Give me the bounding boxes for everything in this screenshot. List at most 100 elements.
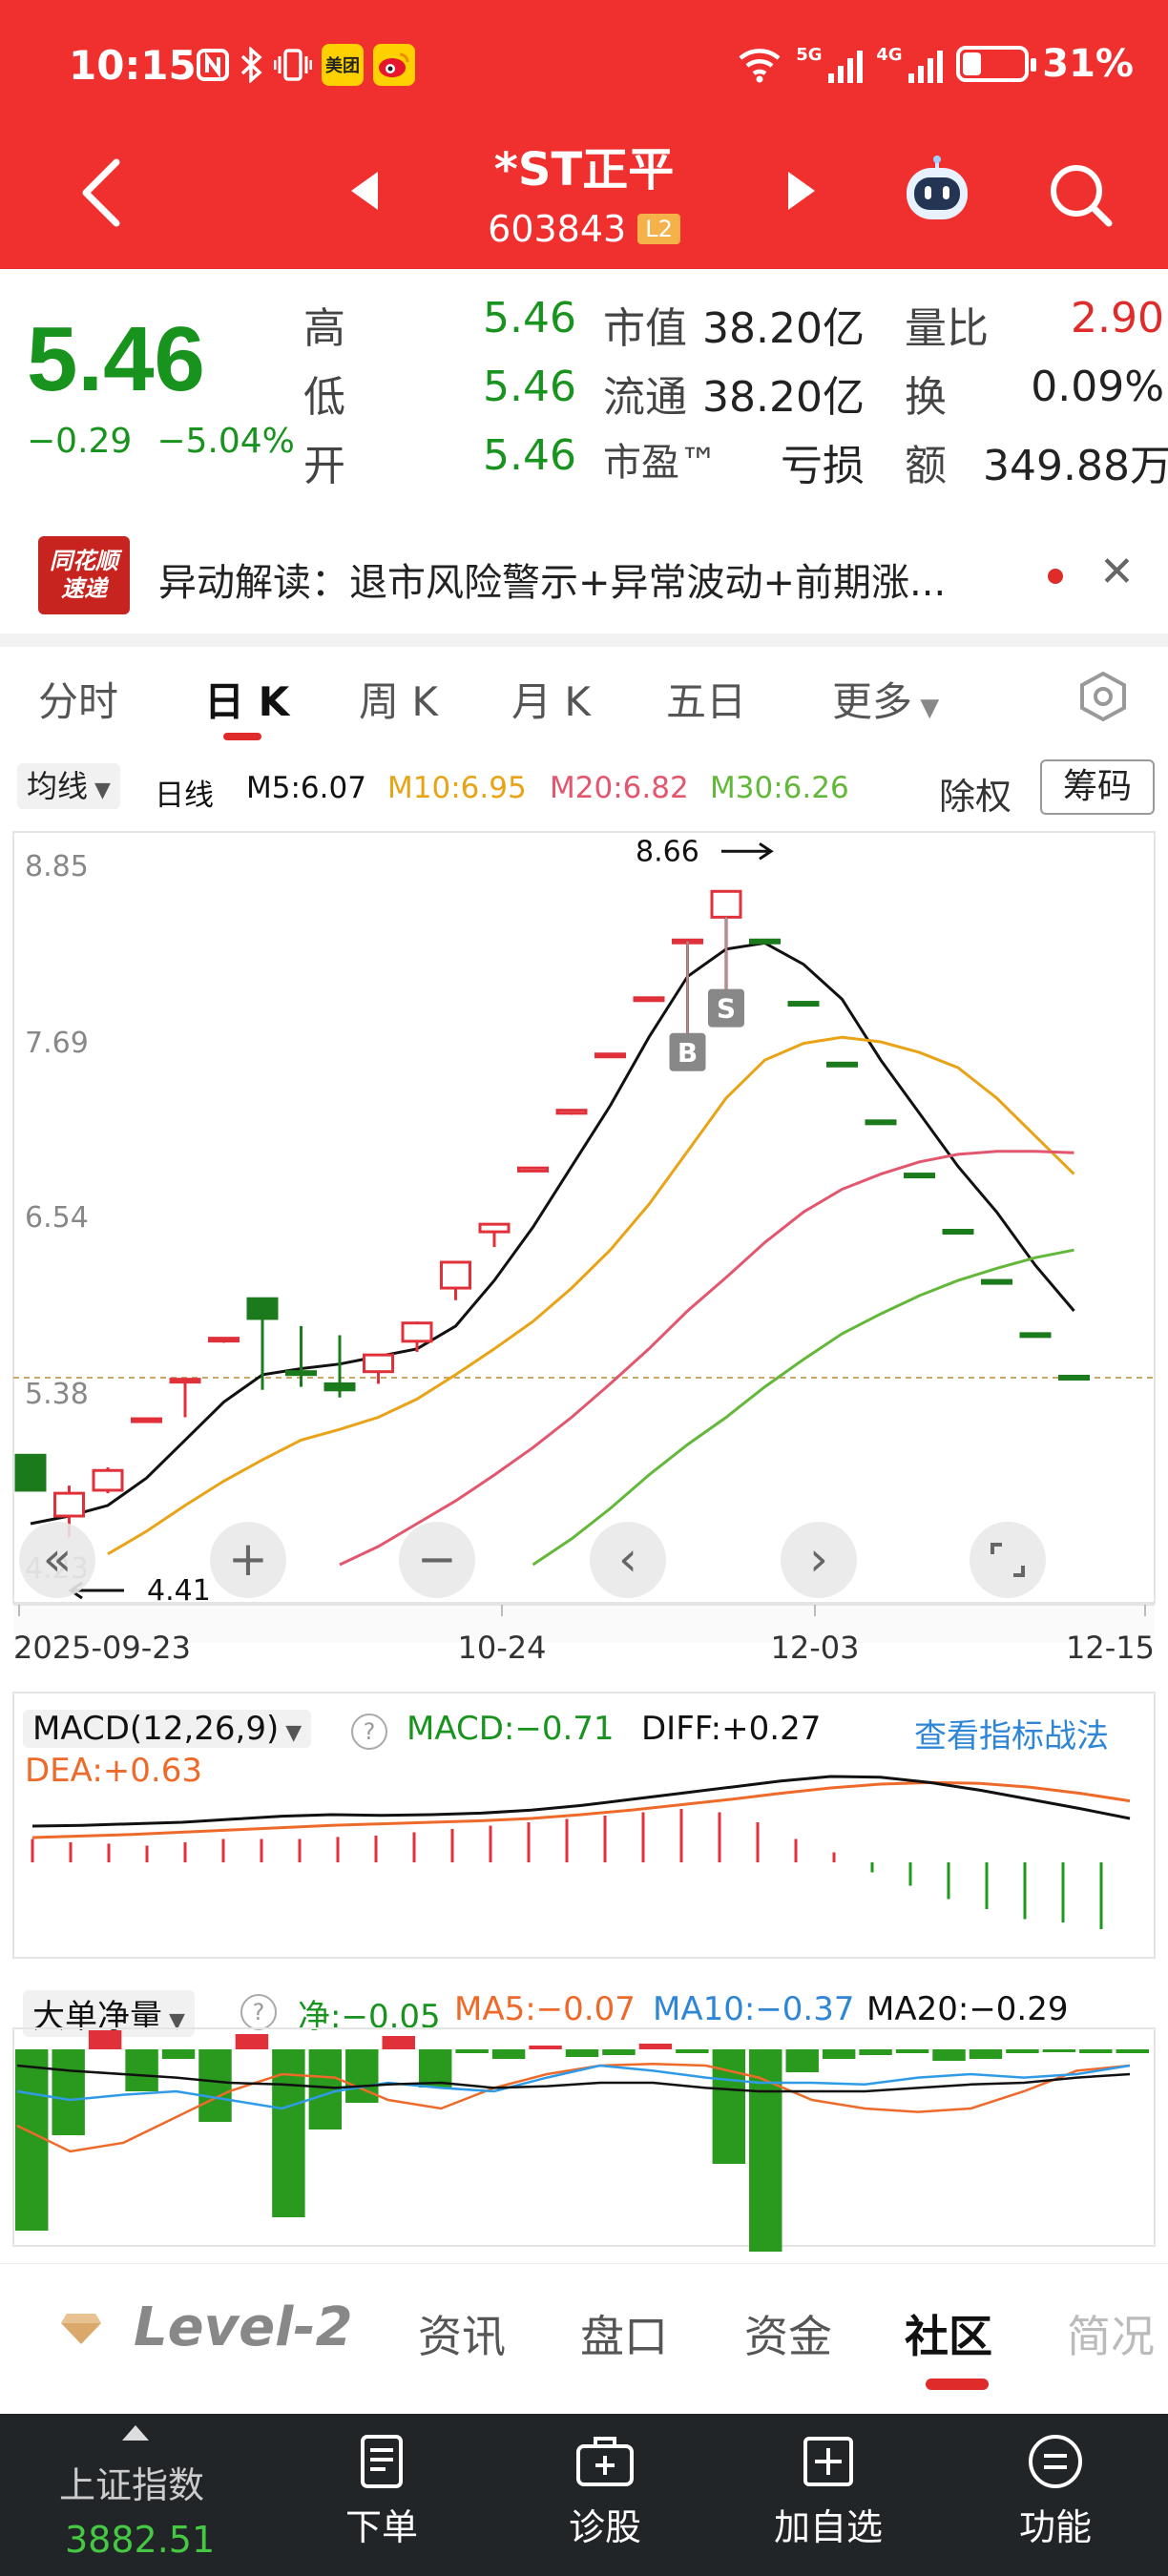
index-name[interactable]: 上证指数 — [59, 2464, 205, 2506]
vibrate-icon — [274, 46, 312, 84]
big-order-bar — [308, 2049, 343, 2129]
close-icon[interactable]: ✕ — [1099, 548, 1135, 596]
functions-button[interactable]: 功能 — [989, 2433, 1122, 2550]
high-arrow — [721, 842, 774, 861]
previous-stock-button[interactable] — [351, 172, 378, 210]
tab-intraday[interactable]: 分时 — [38, 678, 119, 725]
place-order-button[interactable]: 下单 — [315, 2433, 448, 2550]
tab-overview[interactable]: 简况 — [1067, 2311, 1155, 2362]
news-strip[interactable]: 同花顺 速递 异动解读：退市风险警示+异常波动+前期涨... ✕ — [0, 523, 1168, 626]
candle-body — [53, 1491, 85, 1518]
ma-line-m30 — [532, 1248, 1074, 1567]
macd-frame — [12, 1692, 1156, 1959]
tab-daily-k[interactable]: 日 K — [204, 678, 290, 725]
indicator-strategy-link[interactable]: 查看指标战法 — [914, 1717, 1109, 1755]
section-divider — [0, 634, 1168, 647]
tab-more[interactable]: 更多 ▼ — [832, 670, 939, 728]
big-order-bar — [235, 2034, 269, 2049]
macd-value: MACD:−0.71 — [407, 1710, 615, 1748]
status-right-icons: 5G 4G 31% — [737, 42, 1134, 86]
bottom-action-bar: 上证指数 3882.51 下单 诊股 加自选 功能 — [0, 2414, 1168, 2576]
big-order-bar — [565, 2049, 599, 2057]
news-text[interactable]: 异动解读：退市风险警示+异常波动+前期涨... — [158, 561, 947, 605]
candle-body — [285, 1370, 317, 1377]
candle-body — [246, 1297, 279, 1320]
candle-body — [904, 1173, 935, 1179]
active-tab-indicator — [926, 2379, 989, 2390]
ex-rights-toggle[interactable]: 除权 — [939, 776, 1012, 818]
fullscreen-button[interactable] — [970, 1522, 1046, 1598]
x-axis-band — [13, 1605, 1155, 1643]
control-button-bg — [19, 1522, 95, 1598]
tonghuashun-express-logo: 同花顺 速递 — [38, 536, 130, 614]
quote-label: 换 — [905, 373, 947, 422]
candle-body — [517, 1166, 549, 1173]
big-order-bar — [491, 2049, 526, 2059]
stock-code: 603843 — [488, 208, 627, 250]
ma-select-dropdown[interactable]: 均线 ▼ — [17, 763, 120, 809]
macd-indicator-select[interactable]: MACD(12,26,9) ▼ — [23, 1710, 312, 1748]
big-order-ma10: MA10:−0.37 — [653, 1990, 855, 2028]
scroll-left-button[interactable]: ‹ — [590, 1522, 666, 1598]
control-glyph: › — [809, 1531, 828, 1587]
candle-body — [401, 1321, 433, 1343]
expand-up-icon[interactable] — [122, 2425, 149, 2441]
back-arrow-icon[interactable] — [76, 155, 124, 231]
tab-weekly-k[interactable]: 周 K — [359, 678, 438, 725]
candle-body — [169, 1378, 201, 1384]
net-value: 净:−0.05 — [298, 1998, 441, 2036]
nfc-icon — [196, 46, 230, 84]
big-order-bar — [15, 2049, 49, 2231]
settings-hexagon-icon[interactable] — [1076, 670, 1130, 723]
big-order-bar — [932, 2049, 966, 2061]
sell-marker-label: S — [717, 993, 736, 1025]
tab-monthly-k[interactable]: 月 K — [511, 678, 591, 725]
zoom-in-button[interactable]: + — [210, 1522, 286, 1598]
search-icon[interactable] — [1046, 160, 1115, 229]
robot-assistant-icon[interactable] — [901, 155, 973, 227]
candlestick-chart[interactable]: 8.857.696.545.384.23BS8.664.41«+−‹›2025-… — [0, 830, 1168, 1689]
stock-diagnosis-button[interactable]: 诊股 — [538, 2433, 672, 2550]
tab-five-day[interactable]: 五日 — [666, 678, 747, 725]
scroll-right-button[interactable]: › — [781, 1522, 857, 1598]
macd-chart — [12, 1692, 1156, 1959]
quote-panel: 5.46 −0.29 −5.04% 高 5.46 市值 38.20亿 量比 2.90 低 5.4… — [0, 269, 1168, 490]
tab-order-book[interactable]: 盘口 — [580, 2311, 668, 2362]
chevron-down-icon: ▼ — [162, 2009, 185, 2033]
index-value: 3882.51 — [65, 2519, 216, 2561]
big-order-legend: 大单净量 ▼ ? 净:−0.05 MA5:−0.07 MA10:−0.37 MA… — [15, 1984, 1160, 2042]
ma30-value: M30:6.26 — [710, 771, 849, 805]
quote-value: 349.88万 — [983, 442, 1168, 490]
add-watchlist-button[interactable]: 加自选 — [761, 2433, 895, 2550]
quote-label: 高 — [303, 304, 345, 353]
help-icon[interactable]: ? — [351, 1710, 387, 1750]
next-stock-button[interactable] — [788, 172, 815, 210]
tab-news[interactable]: 资讯 — [418, 2311, 506, 2362]
chip-distribution-button[interactable]: 筹码 — [1040, 759, 1155, 815]
add-square-icon — [803, 2437, 853, 2486]
big-order-ma5: MA5:−0.07 — [454, 1990, 636, 2028]
candle-body — [1019, 1332, 1052, 1339]
quote-value: 2.90 — [1071, 294, 1164, 343]
battery-icon — [956, 46, 1037, 82]
big-order-bar — [529, 2046, 562, 2049]
price-change: −0.29 −5.04% — [27, 422, 320, 461]
control-button-bg — [399, 1522, 475, 1598]
quote-value: 38.20亿 — [702, 304, 865, 353]
zoom-out-button[interactable]: − — [399, 1522, 475, 1598]
candle-body — [826, 1061, 858, 1068]
x-tick-label: 10-24 — [458, 1630, 547, 1666]
candle-body — [14, 1453, 47, 1492]
big-order-select-label: 大单净量 — [32, 1998, 162, 2036]
tab-more-label: 更多 — [832, 678, 913, 725]
y-tick-label: 5.38 — [25, 1378, 89, 1411]
collapse-left-button[interactable]: « — [19, 1522, 95, 1598]
ma5-value: M5:6.07 — [246, 771, 366, 805]
chevron-down-icon: ▼ — [279, 1721, 302, 1745]
candle-body — [865, 1119, 897, 1126]
tab-capital[interactable]: 资金 — [744, 2311, 832, 2362]
functions-label: 功能 — [1018, 2506, 1092, 2548]
tab-community[interactable]: 社区 — [905, 2311, 992, 2362]
tab-level2[interactable]: Level-2 — [134, 2296, 353, 2358]
y-tick-label: 6.54 — [25, 1201, 89, 1235]
